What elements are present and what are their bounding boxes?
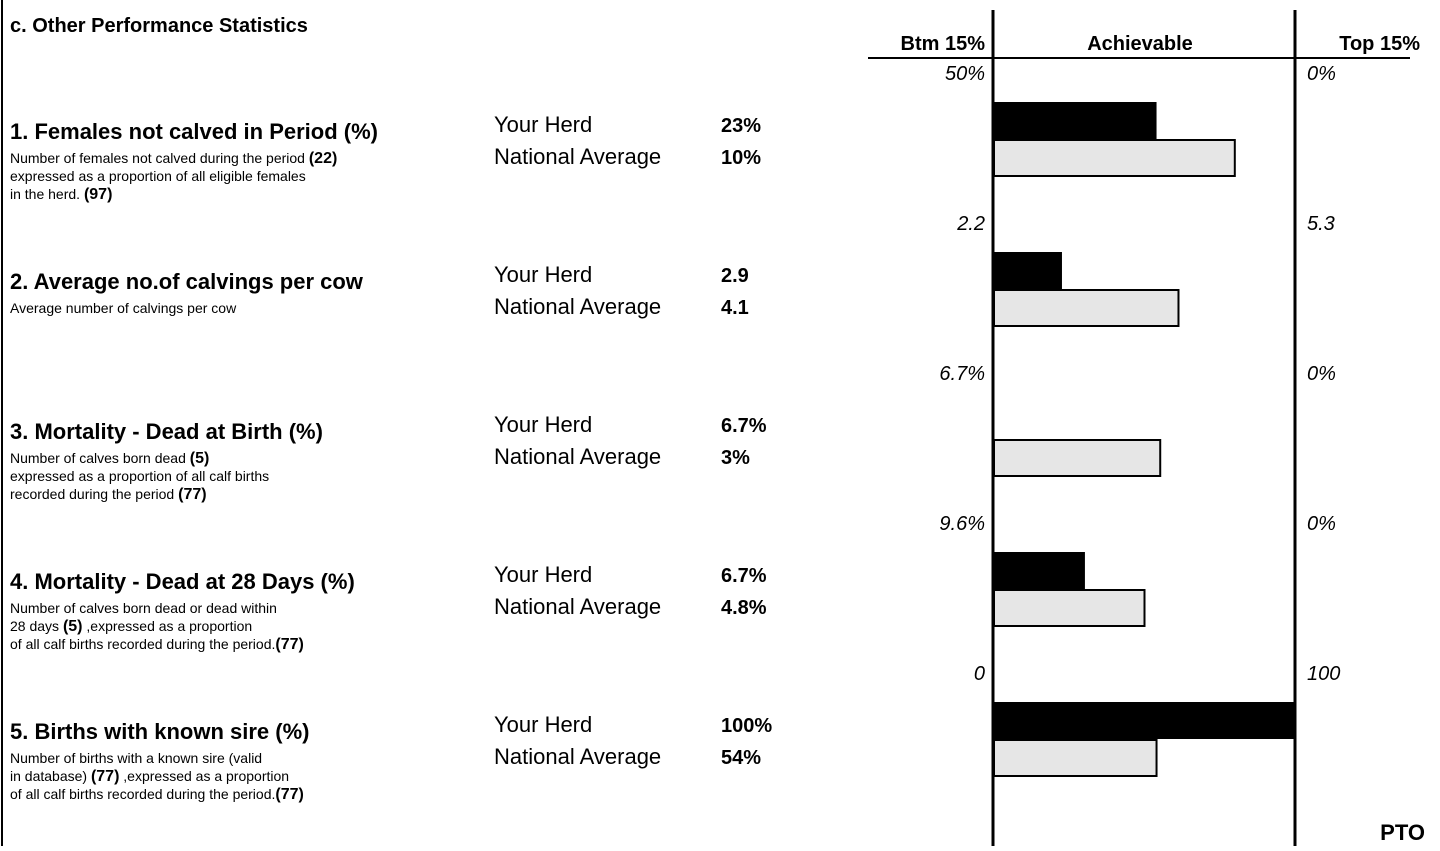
scale-bottom-label: 50% <box>945 63 985 85</box>
description-part: in database) <box>10 768 91 784</box>
national-value: 54% <box>721 747 761 769</box>
item-description: recorded during the period (77) <box>10 486 207 503</box>
item-description: Number of females not calved during the … <box>10 150 337 167</box>
description-part: recorded during the period <box>10 486 178 502</box>
description-part: (5) <box>190 450 210 467</box>
row-label: Your Herd <box>494 712 592 737</box>
scale-bottom-label: 2.2 <box>956 213 985 235</box>
description-part: (77) <box>275 786 303 803</box>
row-label: Your Herd <box>494 412 592 437</box>
scale-bottom-label: 6.7% <box>939 363 985 385</box>
description-part: (77) <box>178 486 206 503</box>
description-part: (77) <box>91 768 119 785</box>
column-middle: Achievable <box>1087 33 1193 55</box>
your-herd-bar <box>994 252 1062 289</box>
scale-top-label: 0% <box>1307 513 1336 535</box>
item-title: 3. Mortality - Dead at Birth (%) <box>10 419 323 444</box>
description-part: Number of births with a known sire (vali… <box>10 750 262 766</box>
description-part: of all calf births recorded during the p… <box>10 786 275 802</box>
your-herd-value: 6.7% <box>721 565 767 587</box>
description-part: (5) <box>63 618 83 635</box>
scale-top-label: 0% <box>1307 363 1336 385</box>
item-title: 5. Births with known sire (%) <box>10 719 309 744</box>
item-description: 28 days (5) ,expressed as a proportion <box>10 618 252 635</box>
national-value: 10% <box>721 147 761 169</box>
description-part: of all calf births recorded during the p… <box>10 636 275 652</box>
row-label: National Average <box>494 444 661 469</box>
your-herd-value: 100% <box>721 715 772 737</box>
row-label: National Average <box>494 744 661 769</box>
row-label: Your Herd <box>494 262 592 287</box>
item-description: Number of calves born dead or dead withi… <box>10 600 277 616</box>
item-description: in database) (77) ,expressed as a propor… <box>10 768 289 785</box>
row-label: National Average <box>494 594 661 619</box>
your-herd-value: 2.9 <box>721 265 749 287</box>
description-part: expressed as a proportion of all eligibl… <box>10 168 306 184</box>
description-part: ,expressed as a proportion <box>83 618 253 634</box>
section-heading: c. Other Performance Statistics <box>10 15 308 37</box>
row-label: National Average <box>494 144 661 169</box>
national-bar <box>993 739 1158 777</box>
scale-bottom-label: 0 <box>974 663 985 685</box>
description-part: (22) <box>309 150 337 167</box>
item-description: expressed as a proportion of all eligibl… <box>10 168 306 184</box>
item-title: 2. Average no.of calvings per cow <box>10 269 364 294</box>
description-part: ,expressed as a proportion <box>119 768 289 784</box>
your-herd-bar <box>994 702 1295 739</box>
description-part: Number of calves born dead <box>10 450 190 466</box>
item-title: 1. Females not calved in Period (%) <box>10 119 378 144</box>
your-herd-bar <box>994 102 1157 139</box>
description-part: in the herd. <box>10 186 84 202</box>
row-label: National Average <box>494 294 661 319</box>
scale-top-label: 5.3 <box>1307 213 1335 235</box>
column-top: Top 15% <box>1339 33 1420 55</box>
item-description: of all calf births recorded during the p… <box>10 636 304 653</box>
footer: PTO <box>1380 820 1425 845</box>
national-bar <box>993 289 1180 327</box>
item-description: in the herd. (97) <box>10 186 112 203</box>
description-part: Number of calves born dead or dead withi… <box>10 600 277 616</box>
description-part: (97) <box>84 186 112 203</box>
item-title: 4. Mortality - Dead at 28 Days (%) <box>10 569 355 594</box>
national-value: 3% <box>721 447 750 469</box>
scale-bottom-label: 9.6% <box>939 513 985 535</box>
national-bar <box>993 139 1236 177</box>
item-description: Number of calves born dead (5) <box>10 450 209 467</box>
scale-top-label: 100 <box>1307 663 1340 685</box>
column-bottom: Btm 15% <box>901 33 986 55</box>
your-herd-value: 6.7% <box>721 415 767 437</box>
item-description: Number of births with a known sire (vali… <box>10 750 262 766</box>
scale-top-label: 0% <box>1307 63 1336 85</box>
row-label: Your Herd <box>494 112 592 137</box>
item-description: expressed as a proportion of all calf bi… <box>10 468 269 484</box>
description-part: Average number of calvings per cow <box>10 300 237 316</box>
your-herd-value: 23% <box>721 115 761 137</box>
description-part: expressed as a proportion of all calf bi… <box>10 468 269 484</box>
description-part: (77) <box>275 636 303 653</box>
item-description: of all calf births recorded during the p… <box>10 786 304 803</box>
description-part: Number of females not calved during the … <box>10 150 309 166</box>
national-value: 4.8% <box>721 597 767 619</box>
national-bar <box>993 589 1146 627</box>
national-bar <box>993 439 1162 477</box>
row-label: Your Herd <box>494 562 592 587</box>
description-part: 28 days <box>10 618 63 634</box>
national-value: 4.1 <box>721 297 749 319</box>
item-description: Average number of calvings per cow <box>10 300 237 316</box>
your-herd-bar <box>994 552 1085 589</box>
